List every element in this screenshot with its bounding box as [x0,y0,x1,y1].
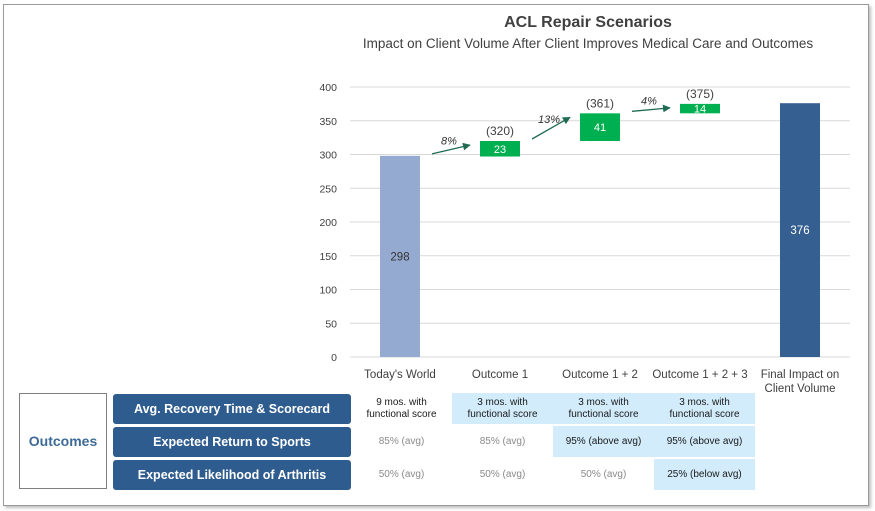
table-cell: 95% (above avg) [654,426,755,457]
row-header-arthritis: Expected Likelihood of Arthritis [113,460,351,490]
table-cell: 85% (avg) [479,435,526,447]
growth-label: 13% [538,114,560,126]
y-tick-label: 100 [319,285,337,297]
bar-value-label: 298 [390,251,409,263]
cell-text-line: functional score [366,408,437,420]
table-cell: 95% (above avg) [553,426,654,457]
table-cell: 85% (avg) [378,435,425,447]
y-tick-label: 250 [319,183,337,195]
bar-2 [480,141,520,157]
table-cell: 9 mos. with functional score [351,393,452,424]
bar-total-label: (375) [686,87,714,101]
x-category-label: Outcome 1 + 2 + 3 [652,369,747,381]
x-category-label: Today's World [364,369,436,381]
y-tick-label: 300 [319,150,337,162]
x-category-label: Client Volume [765,383,836,395]
row-header-return-sports: Expected Return to Sports [113,427,351,457]
bar-total-label: (361) [586,96,614,110]
table-cell: 3 mos. with functional score [452,393,553,424]
cell-text-line: 3 mos. with [679,396,730,408]
growth-label: 8% [441,135,457,147]
cell-text-line: functional score [568,408,639,420]
row-header-recovery: Avg. Recovery Time & Scorecard [113,394,351,424]
y-tick-label: 0 [331,352,337,364]
chart-title: ACL Repair Scenarios [504,14,672,31]
growth-arrow [531,116,571,140]
bar-5 [780,103,820,357]
table-cell: 50% (avg) [479,468,526,480]
bar-value-label: 41 [594,122,606,134]
y-tick-label: 400 [319,82,337,94]
x-category-label: Outcome 1 [472,369,528,381]
growth-arrow [631,104,671,113]
table-cell: 50% (avg) [580,468,627,480]
y-tick-label: 50 [325,318,337,330]
table-cell: 50% (avg) [378,468,425,480]
bar-3 [580,113,620,141]
outcomes-label: Outcomes [19,393,107,489]
y-tick-label: 350 [319,116,337,128]
growth-arrow [431,142,471,155]
cell-text-line: functional score [467,408,538,420]
cell-text-line: functional score [669,408,740,420]
bar-total-label: (320) [486,124,514,138]
table-cell: 3 mos. with functional score [654,393,755,424]
table-cell: 3 mos. with functional score [553,393,654,424]
bar-4 [680,103,720,114]
bar-value-label: 376 [790,225,809,237]
bar-1 [380,155,420,357]
table-cell: 25% (below avg) [654,459,755,490]
bar-value-label: 23 [494,144,506,156]
cell-text-line: 9 mos. with [376,396,427,408]
growth-label: 4% [641,96,657,108]
x-category-label: Final Impact on [761,369,840,381]
cell-text-line: 3 mos. with [477,396,528,408]
bar-value-label: 14 [694,104,706,116]
cell-text-line: 3 mos. with [578,396,629,408]
y-tick-label: 150 [319,251,337,263]
x-category-label: Outcome 1 + 2 [562,369,638,381]
y-tick-label: 200 [319,217,337,229]
chart-subtitle: Impact on Client Volume After Client Imp… [362,36,814,51]
